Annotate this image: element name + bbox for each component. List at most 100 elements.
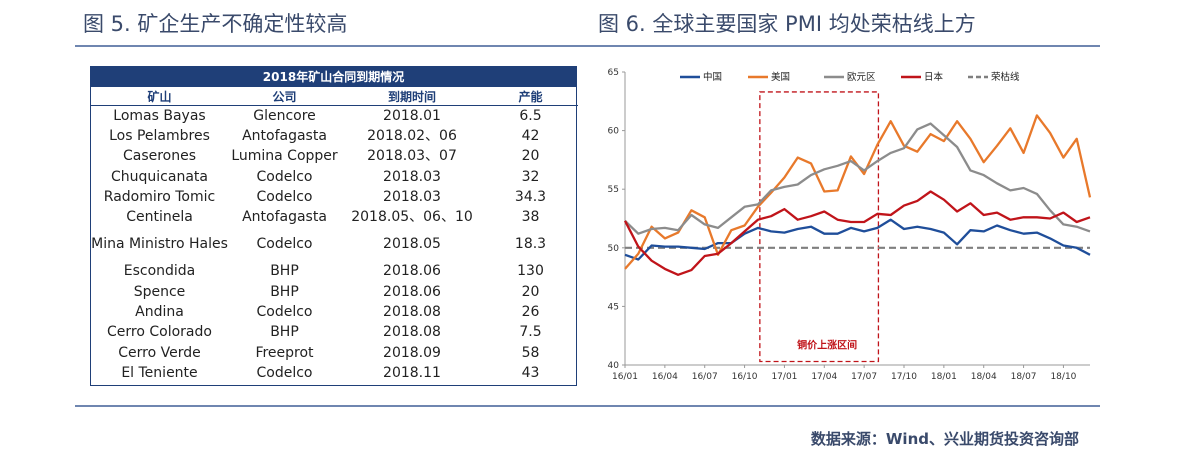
- y-tick-label: 60: [608, 127, 620, 137]
- company-cell: Lumina Copper: [231, 148, 338, 165]
- legend-label: 中国: [703, 71, 722, 83]
- capacity-cell: 58: [521, 344, 540, 361]
- capacity-cell: 43: [521, 364, 540, 381]
- company-cell: Codelco: [256, 168, 313, 185]
- expiry-cell: 2018.03: [383, 168, 441, 185]
- table-row: Cerro Colorado BHP 2018.08 7.5: [91, 322, 578, 342]
- table-row: Cerro Verde Freeprot 2018.09 58: [91, 342, 578, 362]
- table-body: Lomas Bayas Glencore 2018.01 6.5 Los Pelambr…: [91, 106, 578, 384]
- x-tick-label: 18/10: [1050, 372, 1076, 382]
- mine-cell: Lomas Bayas: [113, 107, 206, 124]
- x-tick-label: 16/01: [612, 372, 638, 382]
- y-tick-label: 65: [608, 68, 619, 78]
- mine-cell: Chuquicanata: [111, 168, 208, 185]
- mine-cell: Centinela: [126, 209, 193, 226]
- legend-label: 日本: [924, 71, 944, 83]
- table-row: Lomas Bayas Glencore 2018.01 6.5: [91, 106, 578, 126]
- mine-cell: Escondida: [123, 263, 196, 280]
- expiry-cell: 2018.08: [383, 304, 441, 321]
- table-row: Spence BHP 2018.06 20: [91, 282, 578, 302]
- table-row: Andina Codelco 2018.08 26: [91, 302, 578, 322]
- legend-label: 荣枯线: [991, 71, 1020, 83]
- col-header-expiry: 到期时间: [341, 87, 483, 106]
- series-line-3: [623, 190, 1091, 276]
- legend-label: 欧元区: [847, 71, 876, 83]
- series-line-0: [624, 218, 1091, 261]
- capacity-cell: 7.5: [519, 324, 542, 341]
- company-cell: Glencore: [253, 107, 316, 124]
- capacity-cell: 20: [521, 283, 540, 300]
- mine-cell: Mina Ministro Hales: [91, 236, 228, 253]
- expiry-cell: 2018.02、06: [367, 127, 457, 144]
- col-header-company: 公司: [228, 87, 341, 106]
- expiry-cell: 2018.03: [383, 188, 441, 205]
- highlight-box: [759, 91, 880, 363]
- expiry-cell: 2018.09: [383, 344, 441, 361]
- y-tick-label: 55: [608, 185, 619, 195]
- series-line-1: [624, 114, 1092, 270]
- company-cell: Codelco: [256, 304, 313, 321]
- table-row: Chuquicanata Codelco 2018.03 32: [91, 166, 578, 186]
- mine-cell: Andina: [135, 304, 184, 321]
- bottom-rule: [75, 405, 1100, 407]
- mine-cell: Radomiro Tomic: [103, 188, 216, 205]
- company-cell: BHP: [270, 263, 299, 280]
- capacity-cell: 26: [521, 304, 540, 321]
- company-cell: BHP: [270, 283, 299, 300]
- x-tick-label: 16/07: [692, 372, 718, 382]
- y-tick-label: 45: [608, 302, 619, 312]
- annotation-label: 铜价上涨区间: [797, 339, 857, 352]
- x-tick-label: 17/07: [851, 372, 877, 382]
- capacity-cell: 20: [521, 148, 540, 165]
- company-cell: BHP: [270, 324, 299, 341]
- mine-contracts-table: 2018年矿山合同到期情况 矿山 公司 到期时间 产能 Lomas Bayas G…: [90, 66, 578, 386]
- table-row: Escondida BHP 2018.06 130: [91, 261, 578, 281]
- col-header-mine: 矿山: [91, 87, 228, 106]
- mine-cell: Caserones: [122, 148, 197, 165]
- col-header-capacity: 产能: [483, 87, 578, 106]
- mine-cell: Cerro Verde: [118, 344, 201, 361]
- left-figure-title: 图 5. 矿企生产不确定性较高: [83, 12, 348, 36]
- capacity-cell: 38: [521, 209, 540, 226]
- x-tick-label: 17/01: [771, 372, 797, 382]
- capacity-cell: 34.3: [514, 188, 547, 205]
- table-row: Radomiro Tomic Codelco 2018.03 34.3: [91, 187, 578, 207]
- x-tick-label: 16/04: [652, 372, 678, 382]
- series-line-2: [624, 122, 1091, 235]
- table-row: Centinela Antofagasta 2018.05、06、10 38: [91, 207, 578, 227]
- y-tick-label: 50: [608, 244, 620, 254]
- mine-cell: Cerro Colorado: [107, 324, 212, 341]
- company-cell: Codelco: [256, 188, 313, 205]
- table-row: Los Pelambres Antofagasta 2018.02、06 42: [91, 126, 578, 146]
- capacity-cell: 18.3: [514, 236, 547, 253]
- x-tick-label: 18/01: [931, 372, 957, 382]
- company-cell: Antofagasta: [242, 209, 327, 226]
- x-tick-label: 18/07: [1011, 372, 1037, 382]
- mine-cell: Spence: [133, 283, 186, 300]
- expiry-cell: 2018.06: [383, 263, 441, 280]
- table-row: Caserones Lumina Copper 2018.03、07 20: [91, 146, 578, 166]
- legend-label: 美国: [771, 71, 790, 83]
- expiry-cell: 2018.05、06、10: [351, 209, 473, 226]
- expiry-cell: 2018.06: [383, 283, 441, 300]
- expiry-cell: 2018.08: [383, 324, 441, 341]
- table-row: El Teniente Codelco 2018.11 43: [91, 363, 578, 383]
- capacity-cell: 6.5: [519, 107, 542, 124]
- company-cell: Codelco: [256, 364, 313, 381]
- capacity-cell: 130: [517, 263, 544, 280]
- expiry-cell: 2018.11: [383, 364, 441, 381]
- capacity-cell: 32: [521, 168, 540, 185]
- source-note: 数据来源：Wind、兴业期货投资咨询部: [810, 430, 1079, 448]
- x-tick-label: 18/04: [971, 372, 997, 382]
- company-cell: Codelco: [256, 236, 313, 253]
- expiry-cell: 2018.01: [383, 107, 441, 124]
- mine-cell: El Teniente: [121, 364, 198, 381]
- capacity-cell: 42: [521, 127, 540, 144]
- right-figure-title: 图 6. 全球主要国家 PMI 均处荣枯线上方: [598, 12, 976, 36]
- top-rule: [75, 45, 1100, 47]
- table-title: 2018年矿山合同到期情况: [91, 67, 576, 87]
- expiry-cell: 2018.03、07: [367, 148, 457, 165]
- mine-cell: Los Pelambres: [109, 127, 210, 144]
- x-tick-label: 16/10: [732, 372, 758, 382]
- x-tick-label: 17/10: [891, 372, 917, 382]
